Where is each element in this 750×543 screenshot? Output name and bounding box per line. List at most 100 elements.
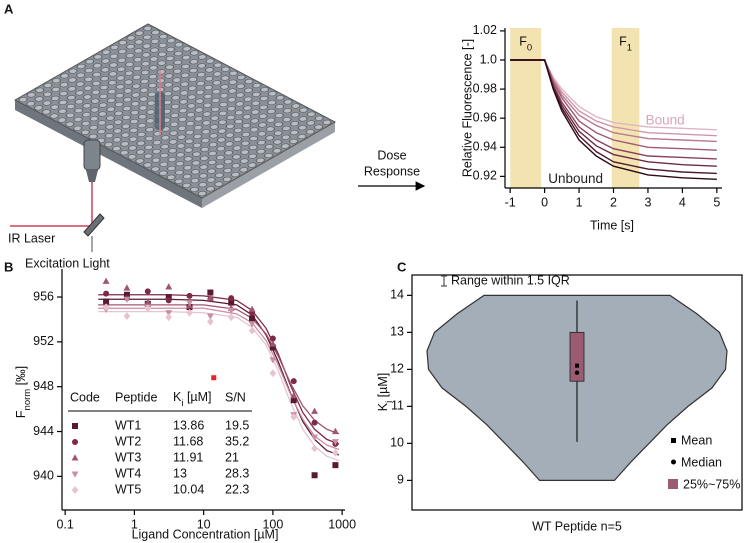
objective	[83, 139, 101, 171]
table-cell: 22.3	[225, 482, 249, 496]
x-tick-label: 3	[644, 195, 651, 209]
data-point	[269, 335, 276, 342]
data-point	[186, 300, 193, 307]
data-point	[165, 294, 172, 301]
y-tick-label: 0.98	[473, 81, 497, 95]
x-tick-label: 5	[713, 195, 720, 209]
x-tick-label: 10	[197, 517, 211, 531]
y-axis-label: Ki [µM]	[376, 373, 395, 412]
legend-symbol	[668, 479, 678, 489]
data-point	[123, 296, 131, 304]
median-marker	[574, 370, 580, 375]
data-point	[311, 419, 318, 426]
data-point	[103, 290, 110, 297]
y-tick-label: 13	[390, 325, 404, 339]
y-tick-label: 0.94	[473, 140, 497, 154]
table-cell: 11.91	[173, 450, 203, 464]
data-point	[207, 317, 214, 326]
y-tick-label: 12	[390, 362, 404, 376]
fit-line	[98, 304, 340, 435]
x-tick-label: 4	[679, 195, 686, 209]
table-cell: 35.2	[225, 434, 249, 448]
table-marker	[71, 486, 79, 494]
y-tick-label: 9	[397, 473, 404, 487]
data-point	[165, 313, 173, 322]
x-tick-label: 1000	[328, 517, 356, 531]
data-point	[311, 434, 319, 441]
data-point	[269, 369, 277, 378]
data-point	[186, 292, 193, 299]
table-marker	[72, 439, 78, 445]
table-header: Peptide	[115, 390, 157, 404]
mirror	[83, 213, 105, 237]
highlight-label-part: 1	[627, 43, 632, 54]
y-axis-label-part: [µM]	[376, 373, 390, 401]
data-point	[290, 391, 298, 399]
table-cell: 19.5	[225, 418, 249, 432]
highlight-label-part: F	[619, 35, 627, 49]
y-axis-label-part: F	[14, 410, 28, 418]
y-tick-label: 0.96	[473, 110, 497, 124]
plate-top	[13, 23, 337, 199]
data-point	[311, 472, 318, 479]
y-tick-label: 10	[390, 436, 404, 450]
data-point	[331, 439, 339, 446]
panel-label: C	[397, 259, 407, 274]
y-axis-label: Fnorm [‰]	[14, 366, 33, 418]
highlight-label-part: F	[519, 35, 527, 49]
table-header: Ki [µM]	[173, 390, 212, 409]
x-tick-label: 2	[610, 195, 617, 209]
data-point	[332, 462, 339, 469]
data-point	[103, 298, 110, 305]
data-point	[123, 291, 130, 298]
y-tick-label: 948	[33, 379, 54, 393]
y-tick-label: 956	[33, 289, 54, 303]
legend-symbol	[671, 438, 676, 443]
data-point	[332, 448, 339, 457]
plot-frame	[411, 274, 743, 511]
data-point	[186, 308, 193, 317]
data-point	[248, 321, 256, 328]
table-header: S/N	[225, 390, 246, 404]
x-tick-label: 0	[541, 195, 548, 209]
data-point	[123, 284, 131, 291]
highlight-label-part: 0	[527, 43, 532, 54]
panel-label: A	[4, 1, 14, 16]
annotation: Bound	[646, 113, 685, 128]
data-point	[311, 407, 319, 414]
highlight-label: F0	[519, 35, 532, 54]
annotation: Unbound	[548, 171, 603, 186]
table-header-part: [µM]	[183, 390, 211, 404]
table-cell: 21	[225, 450, 239, 464]
table-marker	[72, 423, 78, 429]
legend-symbol	[671, 459, 676, 465]
table-cell: 28.3	[225, 466, 249, 480]
table-cell: WT2	[115, 434, 141, 448]
y-tick-label: 14	[390, 288, 404, 302]
x-tick-label: 1	[576, 195, 583, 209]
data-point	[227, 307, 235, 315]
data-point	[269, 357, 277, 364]
x-tick-label: 0.1	[56, 517, 73, 531]
plate-side	[15, 100, 202, 208]
data-point	[290, 378, 297, 385]
data-point	[228, 295, 235, 302]
table-marker	[71, 454, 79, 461]
table-cell: 10.04	[173, 482, 204, 496]
illustration-label: IR Laser	[8, 231, 55, 245]
data-point	[165, 297, 172, 304]
x-tick-label: 1	[131, 517, 138, 531]
data-point	[211, 375, 217, 381]
x-tick-label: WT Peptide n=5	[532, 519, 622, 533]
data-point	[144, 288, 151, 295]
data-point	[228, 299, 235, 306]
data-point	[248, 305, 256, 312]
x-tick-label: -1	[505, 195, 516, 209]
table-header: Code	[70, 390, 100, 404]
y-tick-label: 952	[33, 334, 54, 348]
legend-label: Range within 1.5 IQR	[451, 273, 570, 287]
y-tick-label: 1.0	[480, 52, 497, 66]
y-tick-label: 11	[391, 399, 404, 413]
